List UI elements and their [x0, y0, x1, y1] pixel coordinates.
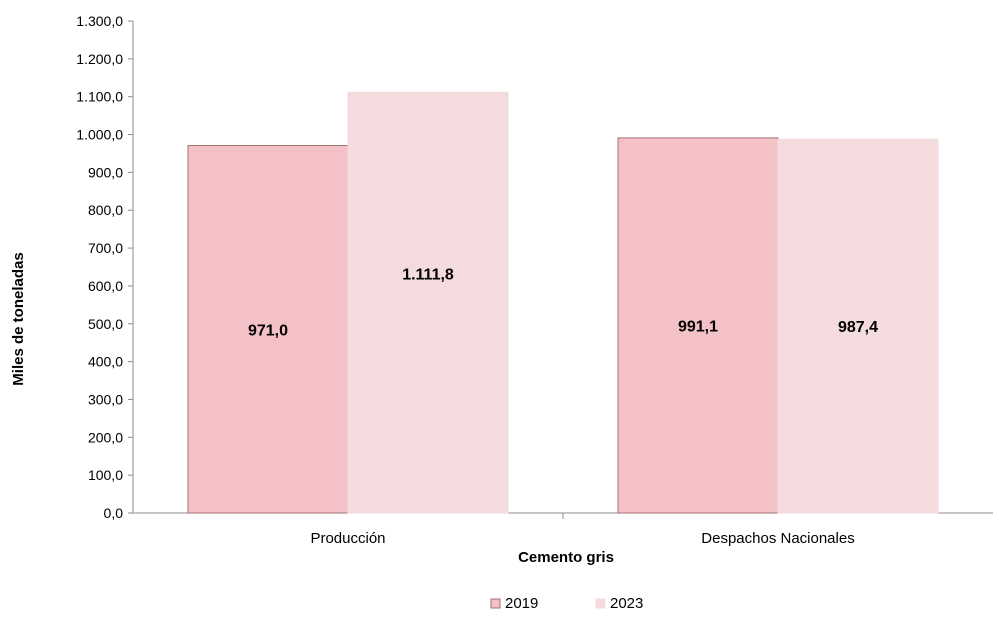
y-tick-label: 800,0	[88, 202, 123, 218]
y-tick-label: 600,0	[88, 278, 123, 294]
y-tick-label: 900,0	[88, 164, 123, 180]
y-tick-label: 100,0	[88, 467, 123, 483]
y-tick-label: 0,0	[104, 505, 124, 521]
data-label: 1.111,8	[402, 267, 454, 284]
y-tick-label: 500,0	[88, 316, 123, 332]
bar	[617, 137, 779, 514]
x-axis-title: Cemento gris	[518, 549, 614, 566]
y-tick-label: 1.000,0	[76, 127, 123, 143]
y-tick-label: 1.200,0	[76, 51, 123, 67]
bar	[347, 91, 509, 514]
bar	[187, 145, 349, 514]
legend: 2019 2023	[490, 595, 643, 612]
y-tick-label: 200,0	[88, 429, 123, 445]
x-tick-label: Producción	[310, 530, 385, 547]
data-label: 971,0	[248, 322, 288, 339]
axes: 0,0 100,0 200,0 300,0 400,0 500,0 600,0 700,0 80…	[76, 13, 993, 547]
legend-label: 2019	[505, 595, 538, 612]
bars	[187, 91, 939, 514]
legend-label: 2023	[610, 595, 643, 612]
y-tick-label: 1.300,0	[76, 13, 123, 29]
legend-swatch	[490, 598, 501, 609]
legend-swatch	[595, 598, 606, 609]
x-tick-label: Despachos Nacionales	[701, 530, 854, 547]
data-labels: 971,0 1.111,8 991,1 987,4	[248, 267, 878, 340]
y-tick-label: 700,0	[88, 240, 123, 256]
data-label: 987,4	[838, 319, 878, 336]
bar	[777, 138, 939, 514]
y-tick-label: 1.100,0	[76, 89, 123, 105]
y-axis-title: Miles de toneladas	[10, 252, 27, 385]
y-tick-label: 400,0	[88, 354, 123, 370]
y-tick-label: 300,0	[88, 391, 123, 407]
data-label: 991,1	[678, 318, 718, 335]
